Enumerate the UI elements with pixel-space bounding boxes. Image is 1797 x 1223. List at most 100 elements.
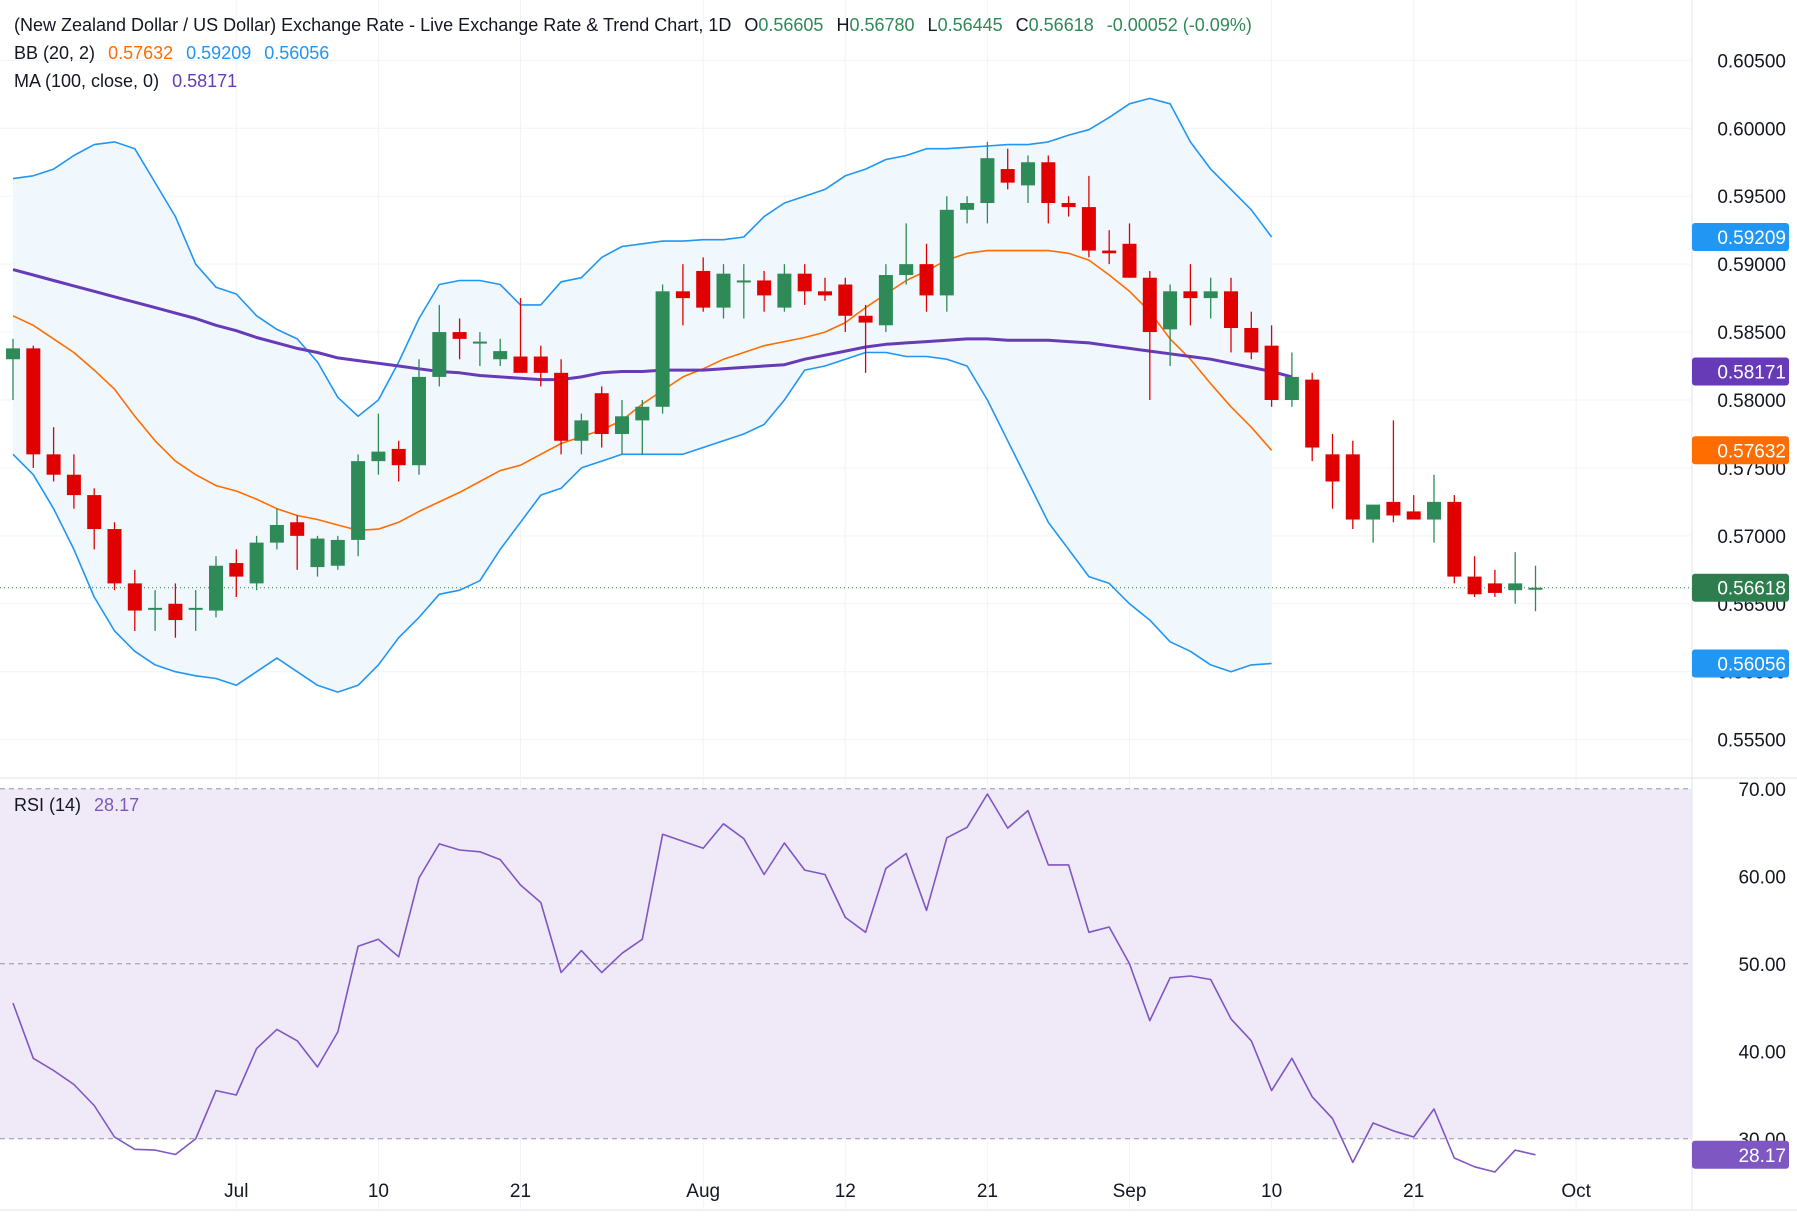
candle-body: [269, 524, 284, 543]
candle: [87, 488, 102, 550]
candle-body: [757, 280, 772, 296]
candle: [290, 515, 305, 570]
candle-body: [1000, 169, 1015, 183]
time-tick-label: 21: [1403, 1181, 1424, 1202]
candle-body: [1467, 576, 1482, 595]
bb-upper-line: [12, 97, 1273, 418]
candle-body: [107, 529, 122, 584]
candle-body: [1305, 379, 1320, 448]
candle-body: [1021, 162, 1035, 186]
candle-body: [716, 273, 731, 308]
rsi-value-label: 28.17: [1692, 1140, 1789, 1169]
price-tick-label: 0.60000: [1717, 119, 1786, 140]
candle: [696, 257, 711, 312]
candle: [757, 270, 772, 312]
last-price-label-text: 0.56618: [1717, 579, 1786, 600]
candlestick-series[interactable]: [6, 141, 1543, 638]
candle-body: [777, 273, 792, 308]
candle-body: [66, 474, 81, 496]
candle-body: [209, 565, 223, 611]
candle: [269, 508, 284, 550]
bollinger-band-fill: [13, 98, 1272, 693]
rsi-tick-label: 50.00: [1738, 955, 1786, 976]
candle: [1366, 504, 1381, 543]
candle: [26, 345, 41, 468]
candle-body: [838, 284, 853, 316]
candle: [1244, 311, 1259, 360]
candle-body: [249, 542, 264, 584]
candle: [1528, 565, 1543, 612]
ma-100-line: [12, 268, 1293, 382]
price-tick-label: 0.55500: [1717, 731, 1786, 752]
ohlc-open: O0.56605: [744, 15, 824, 35]
candle: [493, 338, 508, 367]
chart-title: (New Zealand Dollar / US Dollar) Exchang…: [14, 15, 732, 35]
candle-body: [127, 583, 142, 611]
candle-body: [635, 406, 650, 421]
candle-body: [1041, 162, 1056, 204]
candle: [391, 440, 406, 482]
candle-body: [1345, 454, 1360, 520]
candle: [1224, 277, 1238, 353]
ma-price-label-text: 0.58171: [1717, 362, 1786, 383]
candle-body: [1366, 504, 1381, 520]
candle-body: [899, 264, 914, 276]
candle: [818, 277, 832, 301]
bb-basis-price-label-text: 0.57632: [1717, 441, 1786, 462]
time-tick-label: 21: [510, 1181, 531, 1202]
bb-legend[interactable]: BB (20, 2) 0.57632 0.59209 0.56056: [14, 42, 337, 64]
bb-lower-price-label-text: 0.56056: [1717, 655, 1786, 676]
candle-body: [26, 348, 41, 455]
candle-body: [1264, 345, 1279, 400]
candle-body: [533, 356, 548, 373]
candle: [858, 304, 873, 373]
candle-body: [493, 351, 508, 360]
candle: [452, 318, 467, 360]
candle-body: [1528, 587, 1543, 590]
time-tick-label: Jul: [224, 1181, 248, 1202]
price-labels: 0.59209 0.58171 0.57632 0.56618 0.56056 28.17: [1692, 222, 1789, 1169]
candle: [554, 359, 569, 455]
rsi-legend[interactable]: RSI (14) 28.17: [14, 794, 147, 816]
candle: [899, 223, 914, 285]
candle: [1406, 495, 1421, 520]
rsi-tick-label: 60.00: [1738, 867, 1786, 888]
rsi-pane[interactable]: [0, 788, 1692, 1173]
price-tick-label: 0.60500: [1717, 51, 1786, 72]
candle-body: [960, 203, 975, 210]
price-tick-label: 0.58500: [1717, 323, 1786, 344]
candle: [1081, 175, 1096, 258]
candle: [878, 264, 893, 333]
time-tick-label: Sep: [1113, 1181, 1147, 1202]
candle-body: [1183, 291, 1198, 299]
candle-body: [148, 607, 163, 610]
candle: [148, 590, 163, 631]
candle-body: [1224, 291, 1238, 328]
candle-body: [919, 264, 934, 296]
candle: [1467, 556, 1482, 597]
candle-body: [858, 315, 873, 323]
candle: [229, 549, 244, 597]
candle: [838, 277, 853, 333]
candle-body: [6, 348, 20, 360]
candle: [1122, 223, 1137, 278]
candle-body: [168, 603, 183, 621]
candle: [533, 345, 548, 387]
candle: [6, 338, 20, 400]
candle-body: [412, 376, 426, 466]
candle: [1345, 440, 1360, 530]
candle-body: [1061, 203, 1076, 208]
rsi-value: 28.17: [94, 795, 140, 815]
rsi-line: [12, 793, 1536, 1173]
candle: [66, 454, 81, 509]
ma-legend[interactable]: MA (100, close, 0) 0.58171: [14, 70, 245, 92]
time-tick-label: Aug: [686, 1181, 720, 1202]
ohlc-change: -0.00052 (-0.09%): [1106, 15, 1252, 35]
candle-body: [351, 461, 366, 540]
candle: [209, 556, 223, 618]
candle-body: [554, 372, 569, 441]
last-price-label: 0.56618: [1692, 573, 1789, 602]
candle: [980, 141, 995, 224]
candle-body: [615, 416, 629, 434]
